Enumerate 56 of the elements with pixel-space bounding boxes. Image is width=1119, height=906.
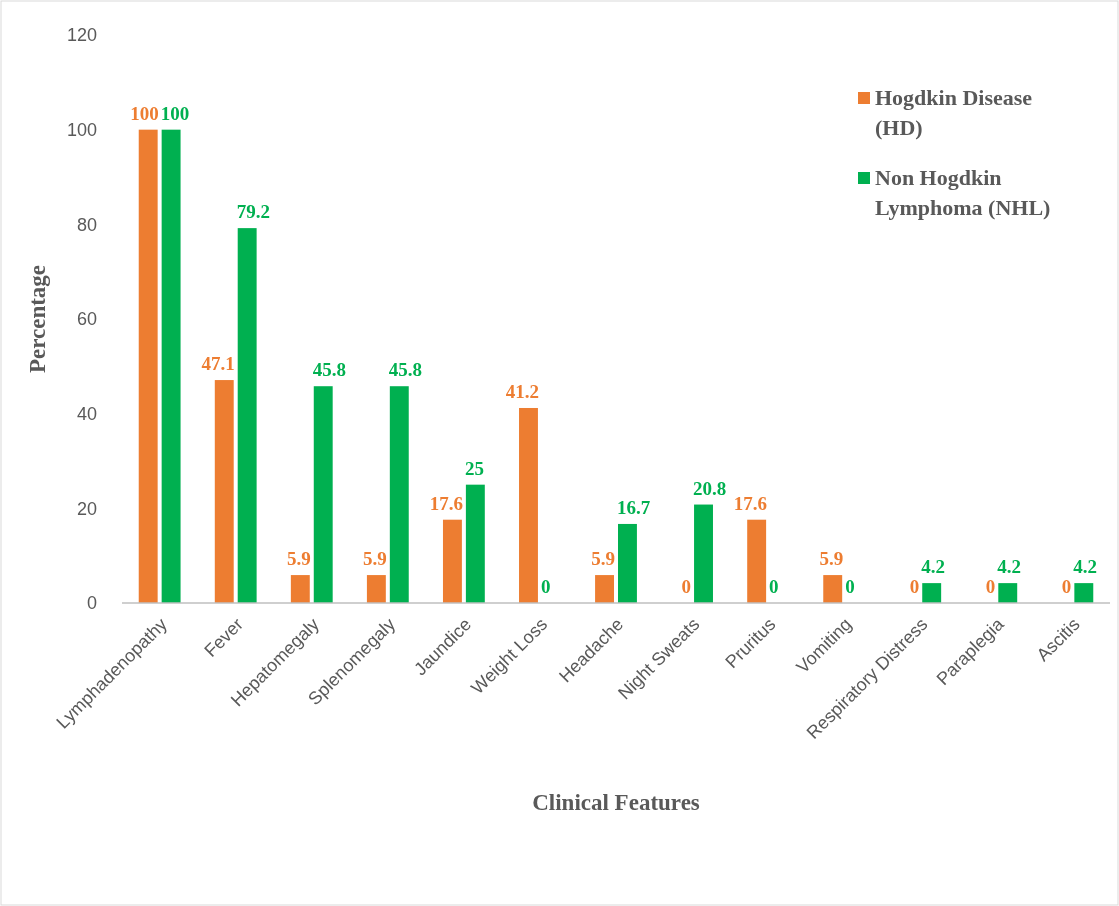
bar: [138, 129, 158, 603]
data-label: 100: [160, 102, 190, 124]
data-label: 4.2: [997, 556, 1022, 578]
data-label: 0: [985, 576, 996, 597]
data-label: 4.2: [1073, 556, 1098, 578]
y-tick-label: 40: [76, 403, 97, 424]
x-axis-title: Clinical Features: [532, 790, 700, 815]
y-tick-label: 100: [66, 119, 97, 140]
bar: [161, 129, 181, 603]
data-label: 17.6: [733, 492, 768, 514]
data-label: 41.2: [505, 380, 539, 402]
bar: [519, 407, 538, 603]
bar: [214, 380, 234, 603]
data-label: 5.9: [287, 548, 311, 570]
y-tick-label: 60: [76, 309, 97, 330]
data-label: 17.6: [429, 492, 463, 514]
data-label: 20.8: [693, 477, 727, 499]
data-label: 0: [909, 576, 920, 597]
legend-label: Hogdkin Disease (HD): [875, 85, 1033, 140]
data-label: 45.8: [312, 359, 347, 381]
data-label: 45.8: [388, 359, 423, 381]
bar: [747, 519, 767, 603]
bar: [998, 583, 1018, 603]
bar: [465, 484, 485, 603]
bar: [922, 583, 942, 603]
y-tick-label: 80: [76, 214, 97, 235]
bar: [237, 228, 257, 603]
data-label: 5.9: [819, 548, 844, 570]
data-label: 0: [681, 576, 692, 597]
data-label: 79.2: [236, 201, 270, 223]
data-label: 0: [540, 576, 551, 597]
bar: [595, 575, 614, 603]
bar: [366, 575, 386, 603]
bar: [694, 504, 713, 603]
bar: [823, 575, 843, 603]
bar: [618, 523, 637, 603]
legend-label: Non Hogdkin Lymphoma (NHL): [875, 165, 1051, 220]
data-label: 5.9: [363, 548, 387, 570]
data-label: 25: [464, 457, 484, 479]
data-label: 100: [130, 102, 159, 124]
y-tick-label: 120: [66, 25, 97, 46]
data-label: 0: [845, 576, 855, 597]
data-label: 47.1: [201, 353, 235, 375]
bar: [1074, 583, 1094, 603]
data-label: 5.9: [591, 548, 615, 570]
y-axis-title: Percentage: [25, 264, 50, 374]
bar: [290, 575, 310, 603]
y-tick-label: 20: [76, 498, 97, 519]
data-label: 0: [1061, 576, 1072, 597]
bar: [442, 519, 462, 603]
data-label: 16.7: [617, 496, 651, 518]
data-label: 4.2: [921, 556, 945, 578]
data-label: 0: [769, 576, 779, 597]
bar: [389, 386, 409, 603]
y-tick-label: 0: [86, 593, 97, 614]
bar: [313, 386, 333, 603]
